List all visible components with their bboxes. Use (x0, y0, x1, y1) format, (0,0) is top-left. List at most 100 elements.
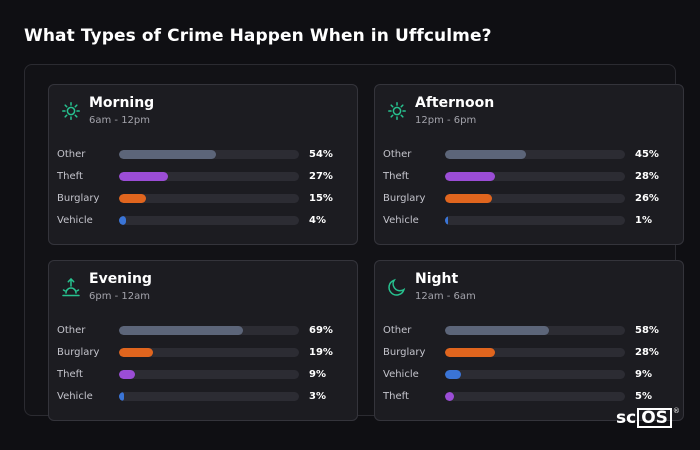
bar-value-label: 28% (635, 347, 659, 358)
bar-track (445, 172, 625, 181)
category-label: Other (57, 325, 86, 336)
category-label: Theft (383, 171, 409, 182)
bar-vehicle (119, 216, 127, 225)
bar-value-label: 54% (309, 149, 333, 160)
sun-icon (61, 101, 81, 121)
bar-value-label: 28% (635, 171, 659, 182)
moon-icon (387, 277, 407, 297)
bar-other (445, 150, 526, 159)
bar-track (119, 216, 299, 225)
bar-track (119, 150, 299, 159)
bar-other (119, 326, 244, 335)
bar-row-other: Other 54% (57, 147, 347, 169)
bar-burglary (119, 194, 146, 203)
card-title: Morning (89, 95, 155, 111)
card-time-range: 6pm - 12am (89, 291, 151, 302)
bar-value-label: 58% (635, 325, 659, 336)
card-title: Afternoon (415, 95, 495, 111)
page-title: What Types of Crime Happen When in Uffcu… (24, 26, 492, 46)
bar-burglary (119, 348, 154, 357)
bar-row-vehicle: Vehicle 4% (57, 213, 347, 235)
bar-burglary (445, 194, 492, 203)
bar-row-burglary: Burglary 19% (57, 345, 347, 367)
category-label: Vehicle (57, 391, 93, 402)
bar-row-burglary: Burglary 26% (383, 191, 673, 213)
bar-track (445, 150, 625, 159)
bar-track (119, 194, 299, 203)
category-label: Other (57, 149, 86, 160)
bar-value-label: 27% (309, 171, 333, 182)
bar-row-burglary: Burglary 15% (57, 191, 347, 213)
bar-rows: Other 54% Theft 27% Burglary 15% Vehicle 4% (57, 147, 347, 235)
category-label: Theft (57, 369, 83, 380)
bar-row-theft: Theft 5% (383, 389, 673, 411)
sun-icon (387, 101, 407, 121)
sunset-icon (61, 277, 81, 297)
logo-prefix: sc (616, 408, 637, 428)
card-title: Night (415, 271, 459, 287)
bar-row-theft: Theft 27% (57, 169, 347, 191)
bar-rows: Other 58% Burglary 28% Vehicle 9% Theft 5% (383, 323, 673, 411)
registered-mark: ® (672, 407, 680, 415)
bar-row-theft: Theft 9% (57, 367, 347, 389)
bar-row-other: Other 45% (383, 147, 673, 169)
bar-vehicle (445, 370, 462, 379)
bar-value-label: 45% (635, 149, 659, 160)
bar-row-burglary: Burglary 28% (383, 345, 673, 367)
category-label: Theft (57, 171, 83, 182)
bar-theft (445, 392, 454, 401)
bar-track (445, 194, 625, 203)
bar-theft (119, 370, 136, 379)
bar-track (119, 172, 299, 181)
bar-vehicle (119, 392, 125, 401)
bar-track (445, 370, 625, 379)
category-label: Theft (383, 391, 409, 402)
card-morning: Morning 6am - 12pm Other 54% Theft 27% Burglar… (48, 84, 358, 245)
bar-other (445, 326, 550, 335)
bar-track (119, 326, 299, 335)
bar-value-label: 19% (309, 347, 333, 358)
bar-value-label: 15% (309, 193, 333, 204)
card-time-range: 12am - 6am (415, 291, 476, 302)
bar-track (445, 216, 625, 225)
bar-row-other: Other 58% (383, 323, 673, 345)
bar-row-vehicle: Vehicle 9% (383, 367, 673, 389)
category-label: Burglary (57, 193, 100, 204)
card-afternoon: Afternoon 12pm - 6pm Other 45% Theft 28% Burgl… (374, 84, 684, 245)
bar-row-vehicle: Vehicle 1% (383, 213, 673, 235)
bar-rows: Other 45% Theft 28% Burglary 26% Vehicle 1% (383, 147, 673, 235)
bar-track (119, 392, 299, 401)
bar-value-label: 3% (309, 391, 326, 402)
bar-row-vehicle: Vehicle 3% (57, 389, 347, 411)
bar-theft (119, 172, 168, 181)
scos-logo: sc OS ® (616, 407, 680, 429)
bar-track (119, 348, 299, 357)
card-time-range: 6am - 12pm (89, 115, 151, 126)
category-label: Vehicle (383, 215, 419, 226)
bar-track (119, 370, 299, 379)
category-label: Burglary (57, 347, 100, 358)
category-label: Other (383, 149, 412, 160)
bar-row-theft: Theft 28% (383, 169, 673, 191)
bar-track (445, 392, 625, 401)
bar-other (119, 150, 217, 159)
bar-rows: Other 69% Burglary 19% Theft 9% Vehicle 3% (57, 323, 347, 411)
category-label: Burglary (383, 193, 426, 204)
card-time-range: 12pm - 6pm (415, 115, 477, 126)
logo-box: OS (637, 408, 672, 428)
category-label: Vehicle (383, 369, 419, 380)
bar-value-label: 26% (635, 193, 659, 204)
bar-row-other: Other 69% (57, 323, 347, 345)
category-label: Other (383, 325, 412, 336)
card-evening: Evening 6pm - 12am Other 69% Burglary 19% Thef… (48, 260, 358, 421)
category-label: Vehicle (57, 215, 93, 226)
bar-burglary (445, 348, 496, 357)
bar-value-label: 9% (309, 369, 326, 380)
bar-track (445, 326, 625, 335)
bar-vehicle (445, 216, 448, 225)
bar-value-label: 1% (635, 215, 652, 226)
bar-theft (445, 172, 496, 181)
bar-value-label: 4% (309, 215, 326, 226)
card-night: Night 12am - 6am Other 58% Burglary 28% Vehicl… (374, 260, 684, 421)
card-title: Evening (89, 271, 152, 287)
